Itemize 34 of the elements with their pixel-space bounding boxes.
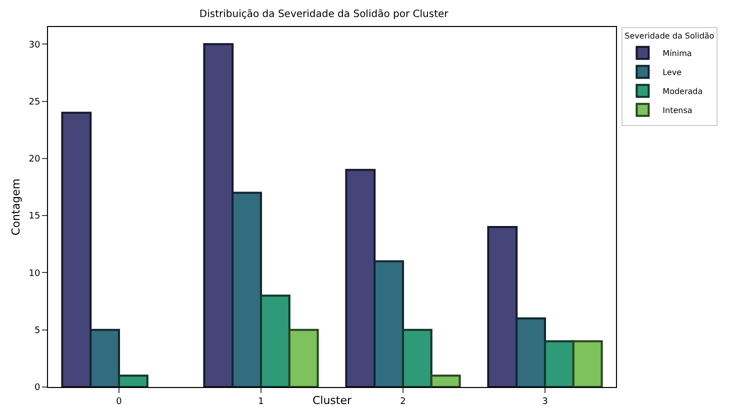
legend-title: Severidade da Solidão (624, 31, 714, 40)
legend-label: Mínima (662, 49, 692, 58)
bar (260, 294, 290, 387)
x-tick-label: 0 (116, 396, 122, 407)
bar (487, 226, 518, 387)
legend-label: Leve (662, 68, 682, 78)
y-tick-label: 5 (34, 326, 40, 336)
bar (544, 340, 574, 387)
bar (374, 260, 404, 387)
bar (118, 374, 148, 387)
legend-label: Moderada (662, 87, 703, 96)
y-tick-label: 10 (28, 268, 40, 279)
x-axis-title: Cluster (312, 394, 352, 407)
bar (61, 112, 92, 387)
y-tick-label: 20 (28, 154, 40, 165)
bar (572, 340, 603, 387)
chart-title: Distribuição da Severidade da Solidão por Cluster (199, 9, 450, 20)
bar (516, 317, 546, 387)
legend-label: Intensa (662, 106, 692, 116)
y-tick-label: 15 (28, 212, 40, 222)
x-tick-label: 3 (542, 396, 548, 407)
x-tick-label: 2 (400, 396, 406, 407)
y-axis-title: Contagem (9, 178, 22, 236)
bar (430, 374, 461, 387)
y-tick-label: 25 (28, 97, 40, 108)
bar (203, 43, 234, 387)
y-tick-label: 30 (28, 40, 40, 50)
x-tick-label: 1 (258, 396, 264, 407)
y-tick-label: 0 (34, 383, 40, 394)
bar (288, 328, 319, 387)
bar (232, 192, 262, 387)
bar (345, 168, 376, 387)
bar (90, 328, 120, 387)
bar (402, 328, 432, 387)
